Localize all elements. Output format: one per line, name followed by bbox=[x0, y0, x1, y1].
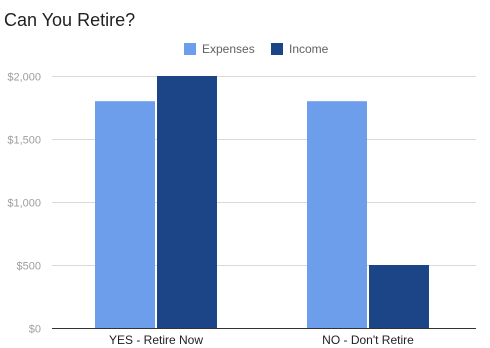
bar-expenses bbox=[307, 101, 367, 328]
x-tick-label: NO - Don't Retire bbox=[322, 333, 414, 347]
bar-expenses bbox=[95, 101, 155, 328]
y-tick-label: $500 bbox=[17, 261, 41, 273]
legend-swatch bbox=[184, 43, 196, 55]
x-axis-labels: YES - Retire Now NO - Don't Retire bbox=[109, 333, 414, 347]
bars bbox=[95, 76, 429, 328]
y-tick-label: $2,000 bbox=[7, 72, 41, 84]
legend-label: Expenses bbox=[202, 42, 255, 56]
y-tick-label: $1,500 bbox=[7, 135, 41, 147]
legend-swatch bbox=[271, 43, 283, 55]
legend: Expenses Income bbox=[184, 42, 329, 56]
y-axis-ticks: $0 $500 $1,000 $1,500 $2,000 bbox=[7, 72, 41, 336]
legend-label: Income bbox=[289, 42, 329, 56]
bar-income bbox=[157, 76, 217, 328]
legend-item-expenses: Expenses bbox=[184, 42, 255, 56]
bar-income bbox=[369, 265, 429, 328]
y-tick-label: $0 bbox=[29, 324, 41, 336]
chart-title: Can You Retire? bbox=[4, 10, 135, 30]
y-tick-label: $1,000 bbox=[7, 198, 41, 210]
legend-item-income: Income bbox=[271, 42, 329, 56]
x-tick-label: YES - Retire Now bbox=[109, 333, 203, 347]
